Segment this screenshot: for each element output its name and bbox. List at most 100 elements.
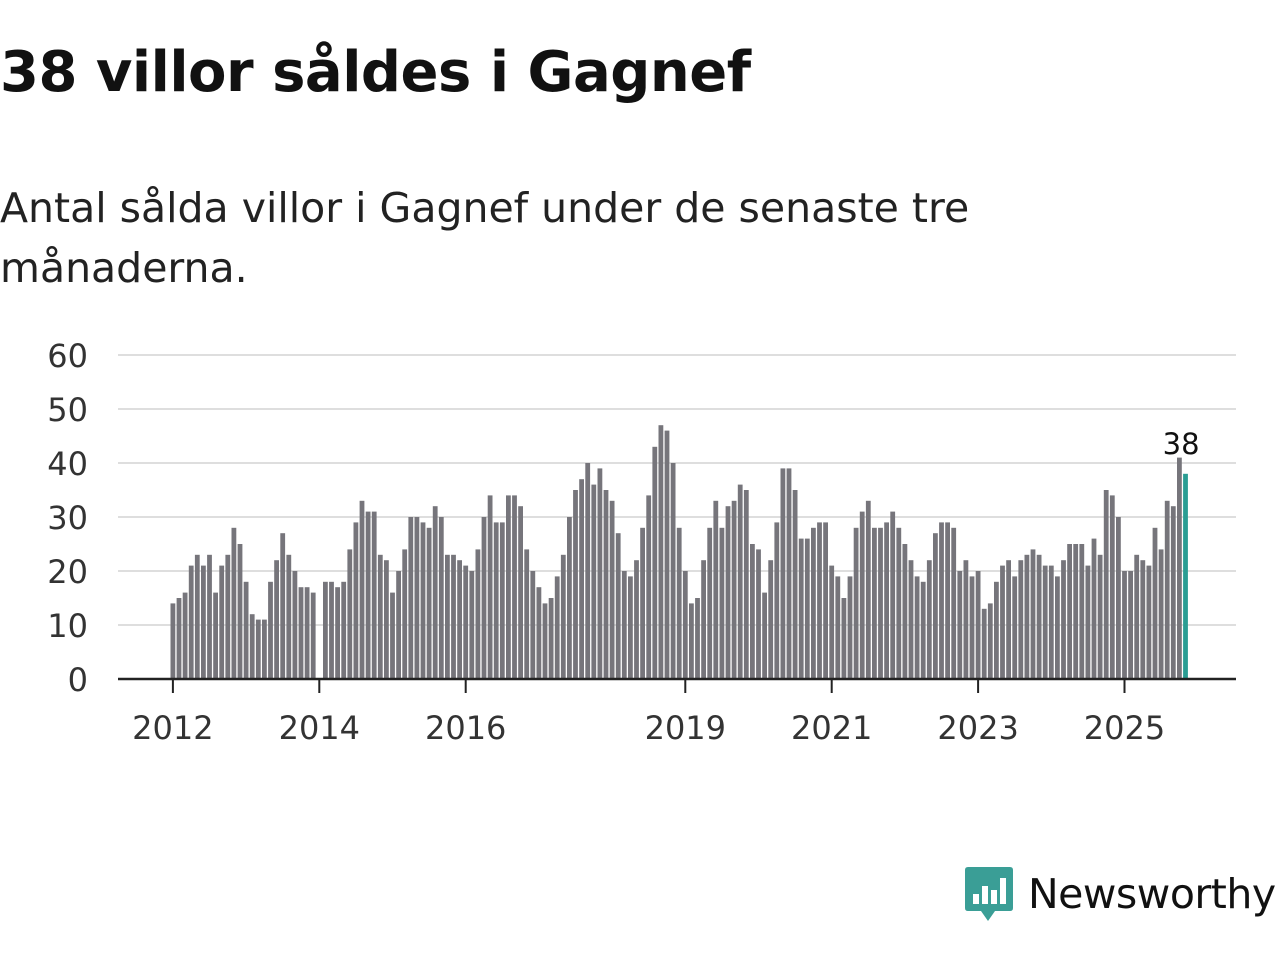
bar	[188, 565, 194, 679]
y-tick-label: 50	[47, 391, 88, 429]
bar	[548, 598, 554, 679]
bar	[682, 571, 688, 679]
bar	[463, 565, 469, 679]
bar	[914, 576, 920, 679]
y-axis-tick-labels: 0 10 20 30 40 50 60	[47, 337, 88, 699]
bar	[182, 592, 188, 679]
bar	[884, 522, 889, 679]
bar	[384, 560, 389, 679]
bar	[310, 592, 316, 679]
bar	[518, 506, 523, 679]
bar	[823, 522, 828, 679]
chart-title: 38 villor såldes i Gagnef	[0, 40, 751, 105]
bar	[756, 549, 761, 679]
bar	[902, 544, 908, 679]
bar	[1079, 544, 1085, 679]
bar	[1122, 571, 1127, 679]
bar	[658, 425, 664, 679]
bar	[609, 500, 615, 679]
bar	[365, 511, 371, 679]
bar	[231, 527, 237, 679]
bar	[292, 571, 298, 679]
bar	[390, 592, 395, 679]
bar	[743, 490, 749, 679]
bar	[951, 527, 957, 679]
bar	[445, 554, 450, 679]
bar	[628, 576, 633, 679]
bar	[280, 533, 286, 679]
bar	[1170, 506, 1176, 679]
bar	[926, 560, 932, 679]
bar	[1128, 571, 1133, 679]
bar	[713, 500, 719, 679]
y-tick-label: 0	[68, 661, 88, 699]
bar	[1103, 490, 1109, 679]
bar	[414, 517, 420, 679]
bar	[560, 554, 566, 679]
bar	[701, 560, 706, 679]
bar	[237, 544, 243, 679]
bar	[408, 517, 414, 679]
bar	[243, 581, 249, 679]
bar	[499, 522, 505, 679]
bar	[1018, 560, 1024, 679]
bar	[920, 581, 926, 679]
bar	[762, 592, 767, 679]
bar	[341, 581, 347, 679]
brand-name: Newsworthy	[1028, 870, 1276, 918]
bar	[323, 581, 328, 679]
bar	[536, 587, 542, 679]
bar	[194, 554, 200, 679]
bar	[1006, 560, 1011, 679]
bar	[176, 598, 182, 679]
bar	[621, 571, 627, 679]
bar	[512, 495, 517, 679]
bar	[664, 430, 670, 679]
bar	[768, 560, 774, 679]
bar	[304, 587, 310, 679]
bar	[707, 527, 713, 679]
bar	[377, 554, 383, 679]
bar	[426, 527, 432, 679]
bar	[213, 592, 218, 679]
bar	[329, 581, 334, 679]
bar	[262, 619, 267, 679]
bar	[1158, 549, 1164, 679]
bar	[201, 565, 206, 679]
bar	[170, 603, 176, 679]
bar	[634, 560, 639, 679]
bar	[1164, 500, 1170, 679]
bar	[542, 603, 548, 679]
bar	[493, 522, 499, 679]
bar	[1109, 495, 1115, 679]
bar	[1085, 565, 1091, 679]
bar	[268, 581, 273, 679]
x-tick-label: 2023	[937, 709, 1018, 747]
bar	[981, 608, 987, 679]
bar	[591, 484, 597, 679]
y-tick-label: 30	[47, 499, 88, 537]
bar	[798, 538, 804, 679]
bar	[975, 571, 981, 679]
bar	[969, 576, 975, 679]
bar	[225, 554, 231, 679]
bar	[1116, 517, 1121, 679]
bar	[359, 500, 365, 679]
bar	[725, 506, 731, 679]
y-tick-label: 40	[47, 445, 88, 483]
bar	[811, 527, 816, 679]
y-tick-label: 60	[47, 337, 88, 375]
bar	[451, 554, 456, 679]
bar	[554, 576, 560, 679]
bar	[1140, 560, 1146, 679]
bar	[994, 581, 999, 679]
bar	[841, 598, 847, 679]
bar	[371, 511, 377, 679]
bar	[908, 560, 914, 679]
bar	[1024, 554, 1030, 679]
bar	[987, 603, 993, 679]
bar	[219, 565, 225, 679]
bar	[1177, 457, 1182, 679]
bar	[695, 598, 700, 679]
